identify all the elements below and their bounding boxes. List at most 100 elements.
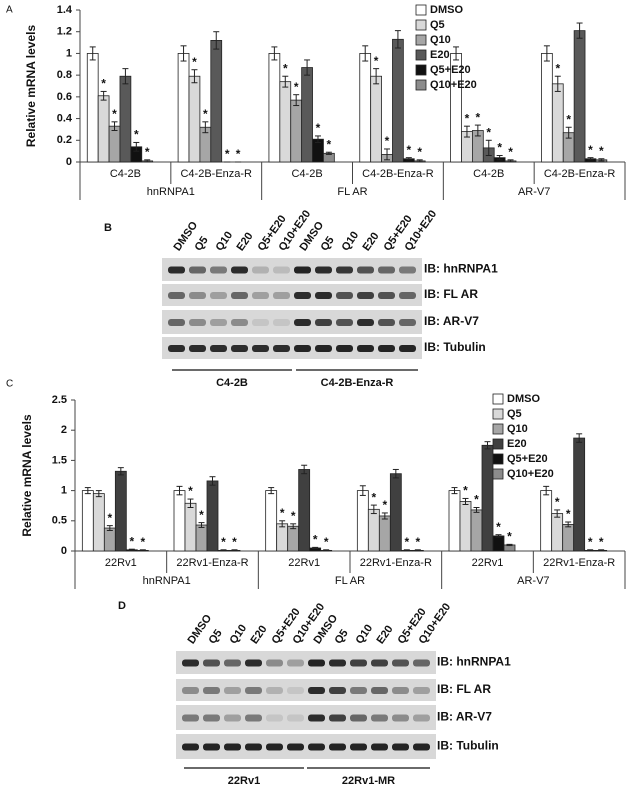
bar: [184, 502, 197, 552]
x-tick-label: C4-2B-Enza-R: [180, 168, 252, 180]
blot-band: [336, 266, 353, 274]
bar: [573, 30, 586, 163]
blot-antibody-label: IB: AR-V7: [437, 710, 492, 724]
blot-band: [287, 659, 304, 667]
x-tick-label: C4-2B-Enza-R: [544, 168, 616, 180]
blot-band: [308, 659, 325, 667]
blot-antibody-label: IB: hnRNPA1: [424, 262, 498, 276]
blot-band: [231, 345, 248, 352]
blot-band: [371, 743, 388, 751]
blot-membrane: [162, 258, 422, 281]
bar: [119, 75, 132, 163]
blot-antibody-label: IB: Tubulin: [424, 340, 486, 354]
panel-label: C: [6, 379, 13, 390]
blot-band: [252, 292, 269, 299]
blot-membrane: [176, 679, 436, 701]
blot-band: [336, 319, 353, 326]
blot-band: [399, 319, 416, 326]
blot-band: [210, 292, 227, 299]
blot-band: [329, 714, 346, 722]
x-tick-label: 22Rv1: [288, 557, 320, 569]
bar: [551, 83, 564, 163]
significance-mark: *: [225, 147, 230, 161]
bar: [562, 524, 575, 552]
panel-label: B: [104, 222, 112, 234]
blot-band: [287, 743, 304, 751]
significance-mark: *: [417, 145, 422, 159]
x-tick-label: 22Rv1-Enza-R: [176, 557, 248, 569]
significance-mark: *: [236, 147, 241, 161]
blot-band: [231, 292, 248, 299]
blot-band: [378, 266, 395, 274]
bar: [206, 480, 219, 552]
y-tick-label: 1.5: [52, 454, 67, 466]
bar: [81, 490, 94, 552]
legend-label: Q5: [507, 408, 522, 420]
bar: [378, 515, 391, 552]
bar: [177, 53, 190, 163]
significance-mark: *: [203, 107, 208, 121]
panel-label: D: [118, 600, 126, 612]
bar: [573, 437, 586, 552]
bar: [103, 527, 116, 552]
significance-mark: *: [129, 534, 134, 548]
significance-mark: *: [476, 110, 481, 124]
significance-mark: *: [463, 484, 468, 498]
blot-band: [273, 292, 290, 299]
x-group-label: FL AR: [337, 186, 367, 198]
bar: [188, 75, 201, 163]
blot-band: [308, 714, 325, 722]
blot-band: [182, 659, 199, 667]
significance-mark: *: [327, 137, 332, 151]
blot-band: [308, 743, 325, 751]
blot-band: [336, 345, 353, 352]
y-tick-label: 0.5: [52, 515, 67, 527]
y-tick-label: 2: [61, 424, 67, 436]
significance-mark: *: [112, 107, 117, 121]
significance-mark: *: [382, 498, 387, 512]
blot-band: [266, 659, 283, 667]
significance-mark: *: [140, 535, 145, 549]
legend-label: DMSO: [507, 393, 540, 405]
bar: [86, 53, 99, 163]
legend-swatch: [415, 34, 427, 46]
bar: [541, 53, 553, 163]
blot-band: [189, 319, 206, 326]
blot-band: [357, 266, 374, 274]
significance-mark: *: [188, 484, 193, 498]
significance-mark: *: [465, 111, 470, 125]
group-label: 22Rv1-MR: [342, 775, 395, 786]
significance-mark: *: [374, 54, 379, 68]
blot-band: [294, 345, 311, 352]
blot-band: [357, 292, 374, 299]
bar: [290, 99, 303, 163]
blot-band: [287, 714, 304, 722]
legend-swatch: [492, 453, 504, 465]
blot-membrane: [176, 651, 436, 674]
blot-band: [294, 266, 311, 274]
significance-mark: *: [474, 493, 479, 507]
significance-mark: *: [107, 511, 112, 525]
bar: [370, 75, 382, 163]
group-label: C4-2B: [216, 377, 248, 389]
x-tick-label: 22Rv1-Enza-R: [543, 557, 615, 569]
legend-swatch: [492, 438, 504, 450]
significance-mark: *: [406, 143, 411, 157]
legend-swatch: [492, 423, 504, 435]
y-tick-label: 0.6: [57, 91, 72, 103]
blot-band: [350, 659, 367, 667]
blot-band: [189, 266, 206, 274]
significance-mark: *: [555, 61, 560, 75]
blot-band: [168, 292, 185, 299]
blot-band: [168, 319, 185, 326]
bar: [301, 67, 313, 163]
legend-swatch: [415, 79, 427, 91]
blot-band: [210, 266, 227, 274]
significance-mark: *: [497, 141, 502, 155]
bar: [92, 493, 105, 552]
blot-band: [413, 687, 430, 694]
significance-mark: *: [294, 80, 299, 94]
bar: [481, 444, 494, 552]
significance-mark: *: [507, 530, 512, 544]
bar: [114, 470, 127, 552]
